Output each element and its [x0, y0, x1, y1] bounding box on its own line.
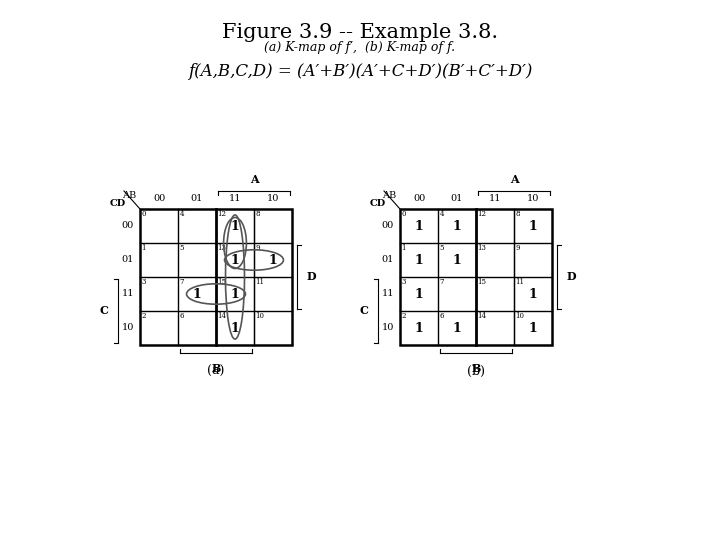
Text: 1: 1	[230, 321, 239, 334]
Text: 9: 9	[256, 245, 260, 253]
Text: 1: 1	[528, 321, 537, 334]
Text: AB: AB	[122, 191, 136, 199]
Text: 10: 10	[516, 313, 524, 321]
Text: C: C	[99, 306, 108, 316]
Text: 7: 7	[439, 279, 444, 287]
Text: 1: 1	[415, 321, 423, 334]
Text: 3: 3	[142, 279, 146, 287]
Text: A: A	[250, 174, 258, 185]
Bar	[400, 209, 552, 345]
Text: 11: 11	[229, 194, 241, 203]
Text: C: C	[359, 306, 368, 316]
Text: 1: 1	[415, 287, 423, 300]
Text: 1: 1	[142, 245, 146, 253]
Text: 6: 6	[179, 313, 184, 321]
Text: 10: 10	[256, 313, 264, 321]
Text: 1: 1	[415, 253, 423, 267]
Text: 0: 0	[142, 211, 146, 219]
Text: 1: 1	[230, 219, 239, 233]
Text: 2: 2	[142, 313, 146, 321]
Text: AB: AB	[382, 191, 396, 199]
Text: 10: 10	[122, 323, 134, 333]
Text: B: B	[472, 363, 481, 374]
Text: 01: 01	[122, 255, 134, 265]
Text: f(A,B,C,D) = (A′+B′)(A′+C+D′)(B′+C′+D′): f(A,B,C,D) = (A′+B′)(A′+C+D′)(B′+C′+D′)	[188, 64, 532, 80]
Text: 00: 00	[382, 221, 394, 231]
Text: 15: 15	[217, 279, 227, 287]
Text: 5: 5	[179, 245, 184, 253]
Text: 00: 00	[153, 194, 165, 203]
Text: 11: 11	[516, 279, 524, 287]
Text: 11: 11	[489, 194, 501, 203]
Text: 9: 9	[516, 245, 520, 253]
Text: 1: 1	[453, 321, 462, 334]
Text: 00: 00	[413, 194, 425, 203]
Text: 3: 3	[402, 279, 406, 287]
Text: 1: 1	[402, 245, 406, 253]
Text: 1: 1	[269, 253, 277, 267]
Text: 12: 12	[477, 211, 487, 219]
Text: 11: 11	[122, 289, 134, 299]
Text: Figure 3.9 -- Example 3.8.: Figure 3.9 -- Example 3.8.	[222, 23, 498, 42]
Text: 4: 4	[439, 211, 444, 219]
Text: A: A	[510, 174, 518, 185]
Text: (a): (a)	[207, 364, 225, 377]
Text: 1: 1	[528, 287, 537, 300]
Text: 01: 01	[451, 194, 463, 203]
Text: 00: 00	[122, 221, 134, 231]
Text: 10: 10	[267, 194, 279, 203]
Text: 1: 1	[415, 219, 423, 233]
Text: CD: CD	[110, 199, 126, 207]
Text: 14: 14	[477, 313, 487, 321]
Text: 5: 5	[439, 245, 444, 253]
Text: 01: 01	[382, 255, 394, 265]
Text: 10: 10	[382, 323, 394, 333]
Text: B: B	[211, 363, 221, 374]
Text: 15: 15	[477, 279, 487, 287]
Text: 1: 1	[230, 253, 239, 267]
Text: 8: 8	[256, 211, 260, 219]
Text: 0: 0	[402, 211, 406, 219]
Text: CD: CD	[370, 199, 386, 207]
Text: 6: 6	[439, 313, 444, 321]
Bar	[140, 209, 292, 345]
Text: 13: 13	[477, 245, 487, 253]
Text: 1: 1	[528, 219, 537, 233]
Text: 7: 7	[179, 279, 184, 287]
Text: (b): (b)	[467, 364, 485, 377]
Text: 8: 8	[516, 211, 520, 219]
Text: 1: 1	[453, 219, 462, 233]
Text: 2: 2	[402, 313, 406, 321]
Text: 12: 12	[217, 211, 227, 219]
Text: D: D	[567, 272, 577, 282]
Text: 11: 11	[256, 279, 264, 287]
Text: 10: 10	[527, 194, 539, 203]
Text: 1: 1	[193, 287, 202, 300]
Text: 01: 01	[191, 194, 203, 203]
Text: (a) K-map of f′,  (b) K-map of f.: (a) K-map of f′, (b) K-map of f.	[264, 42, 456, 55]
Text: 11: 11	[382, 289, 394, 299]
Text: 1: 1	[453, 253, 462, 267]
Text: 13: 13	[217, 245, 226, 253]
Text: 1: 1	[230, 287, 239, 300]
Text: D: D	[307, 272, 317, 282]
Text: 4: 4	[179, 211, 184, 219]
Text: 14: 14	[217, 313, 227, 321]
